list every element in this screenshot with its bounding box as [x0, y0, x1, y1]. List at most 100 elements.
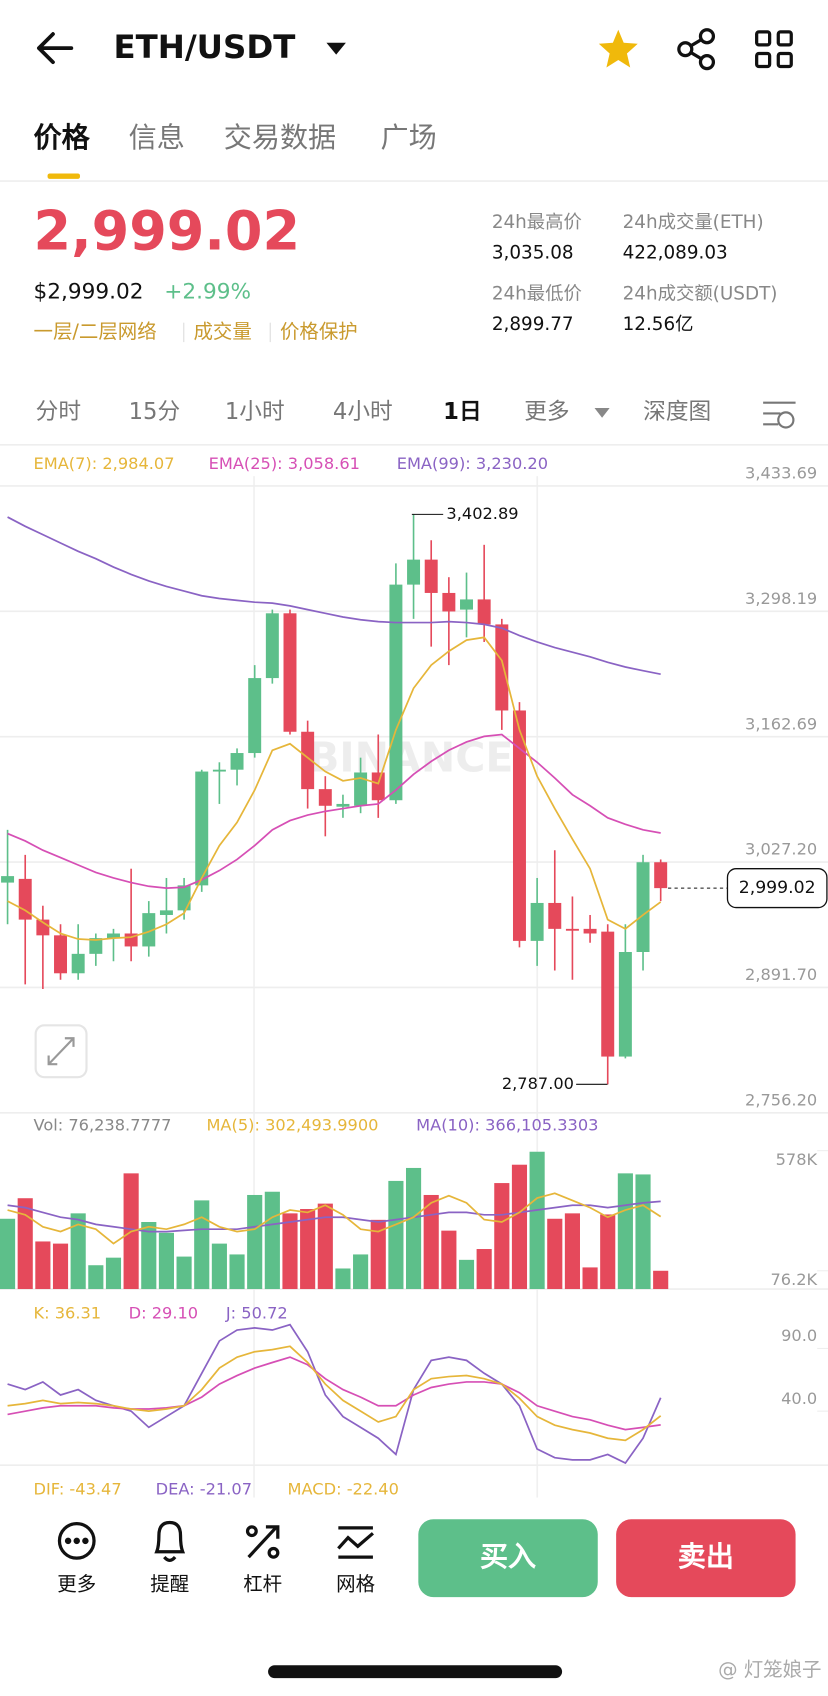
- kdj-tick-label: 40.0: [781, 1389, 817, 1408]
- grid-menu[interactable]: [755, 30, 793, 69]
- sell-button[interactable]: [616, 1519, 796, 1598]
- credit: @ 灯笼娘子: [718, 1658, 821, 1681]
- interval[interactable]: 深度图: [643, 399, 711, 425]
- ema25-line: [7, 733, 661, 890]
- sell-label[interactable]: 卖出: [678, 1540, 734, 1573]
- volume-bar: [370, 1219, 386, 1290]
- candle-body: [230, 753, 244, 770]
- volume-bar: [353, 1254, 369, 1290]
- y-tick-label: 3,433.69: [745, 463, 817, 482]
- interval[interactable]: 分时: [36, 399, 81, 425]
- buy-button[interactable]: [418, 1519, 598, 1598]
- tab[interactable]: 交易数据: [224, 121, 336, 154]
- candle-body: [318, 789, 332, 806]
- candle-body: [460, 599, 473, 610]
- macd-label: MACD: -22.40: [288, 1480, 399, 1499]
- action-label[interactable]: 杠杆: [243, 1573, 282, 1596]
- more-dropdown[interactable]: [594, 408, 610, 418]
- volume-bar: [88, 1265, 104, 1290]
- volume-bar: [194, 1200, 210, 1290]
- candle-body: [636, 862, 650, 952]
- action-label[interactable]: 网格: [336, 1573, 375, 1596]
- y-tick-label: 2,891.70: [745, 965, 817, 984]
- volume-bar: [247, 1194, 263, 1290]
- candle-body: [1, 876, 15, 883]
- volume-bar: [511, 1164, 528, 1290]
- interval[interactable]: 更多: [524, 399, 569, 425]
- candle-body: [71, 953, 85, 974]
- stat-label: 24h成交量(ETH): [623, 212, 764, 233]
- ema99-line: [7, 516, 661, 676]
- volume-bar: [388, 1180, 404, 1290]
- last-price: 2,999.02: [34, 200, 301, 263]
- pair-dropdown[interactable]: [326, 42, 346, 55]
- more-icon[interactable]: [57, 1521, 96, 1560]
- expand-button[interactable]: [34, 1024, 88, 1079]
- kdj-label: K: 36.31: [34, 1303, 102, 1322]
- y-tick-label: 3,027.20: [745, 840, 817, 859]
- action-label[interactable]: 提醒: [150, 1573, 189, 1596]
- stat-value: 12.56亿: [623, 314, 694, 335]
- home-indicator: [268, 1665, 563, 1679]
- network-tag[interactable]: 价格保护: [280, 320, 358, 343]
- leverage-icon[interactable]: [245, 1525, 280, 1559]
- volume-tick-label: 76.2K: [770, 1270, 817, 1289]
- candle-body: [177, 885, 191, 911]
- candle-body: [424, 559, 438, 593]
- candle-body: [654, 862, 668, 889]
- share-button[interactable]: [677, 28, 716, 71]
- candle-body: [336, 803, 350, 807]
- y-tick-label: 2,756.20: [745, 1090, 817, 1109]
- candle-body: [283, 613, 297, 732]
- ema-label: EMA(99): 3,230.20: [397, 454, 548, 473]
- kdj-tick-label: 90.0: [781, 1326, 817, 1345]
- last-price-label: 2,999.02: [739, 878, 816, 898]
- interval[interactable]: 4小时: [333, 399, 393, 425]
- action-label[interactable]: 更多: [57, 1573, 96, 1596]
- volume-bar: [317, 1203, 333, 1290]
- volume-bar: [70, 1213, 86, 1290]
- candle-body: [583, 928, 597, 934]
- volume-bar: [52, 1243, 69, 1290]
- tab[interactable]: 信息: [129, 121, 185, 154]
- y-tick-label: 3,162.69: [745, 714, 817, 733]
- tab[interactable]: 广场: [380, 121, 436, 154]
- last-price-box: [726, 868, 828, 909]
- candle-body: [530, 902, 544, 941]
- favorite-star[interactable]: [598, 29, 638, 68]
- candle-body: [618, 951, 632, 1057]
- stat-value: 3,035.08: [492, 242, 574, 263]
- volume-bar: [564, 1213, 580, 1290]
- volume-bar: [35, 1241, 51, 1290]
- pair-title: ETH/USDT: [113, 28, 295, 66]
- network-tag[interactable]: 一层/二层网络: [34, 320, 157, 343]
- alert-icon[interactable]: [154, 1520, 186, 1562]
- volume-bar: [0, 1218, 16, 1290]
- volume-label: Vol: 76,238.7777: [34, 1115, 172, 1134]
- volume-bar: [335, 1268, 351, 1290]
- network-tag[interactable]: 成交量: [193, 320, 251, 343]
- volume-bar: [441, 1230, 457, 1290]
- candle-body: [407, 559, 421, 585]
- volume-bar: [229, 1254, 245, 1290]
- candle-body: [371, 772, 385, 801]
- volume-bar: [529, 1151, 545, 1290]
- candle-body: [159, 910, 173, 915]
- tab[interactable]: 价格: [34, 121, 91, 154]
- volume-bar: [405, 1167, 422, 1290]
- interval[interactable]: 15分: [129, 399, 181, 425]
- candle-body: [565, 928, 579, 931]
- candle-body: [601, 931, 615, 1057]
- back-button[interactable]: [37, 32, 74, 65]
- grid-icon[interactable]: [337, 1526, 374, 1559]
- y-tick-label: 3,298.19: [745, 589, 817, 608]
- interval[interactable]: 1小时: [225, 399, 285, 425]
- volume-bar: [458, 1259, 475, 1290]
- buy-label[interactable]: 买入: [480, 1540, 536, 1573]
- volume-bar: [547, 1218, 563, 1290]
- chart-settings[interactable]: [763, 401, 796, 429]
- ema-label: EMA(7): 2,984.07: [34, 454, 175, 473]
- interval[interactable]: 1日: [443, 399, 481, 425]
